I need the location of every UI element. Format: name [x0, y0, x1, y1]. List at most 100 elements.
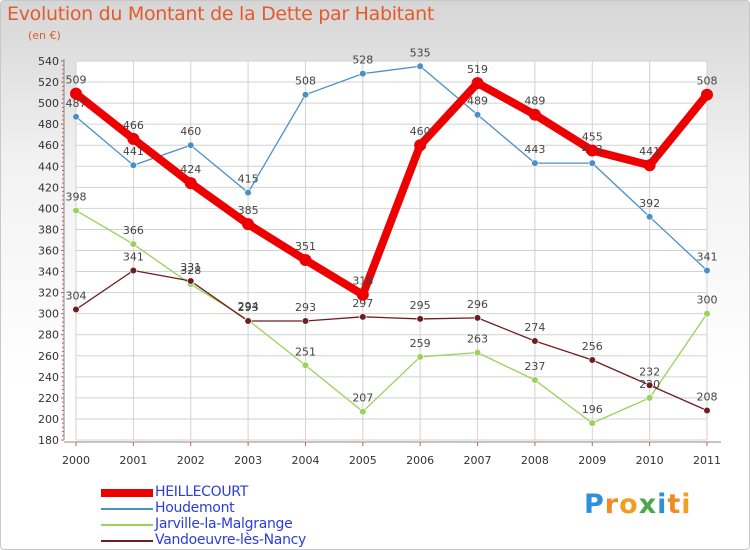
data-point	[129, 266, 137, 275]
data-label: 519	[467, 63, 488, 76]
data-label: 489	[524, 95, 545, 108]
data-point	[301, 91, 310, 99]
x-tick-label: 2010	[636, 454, 664, 467]
y-tick-label: 360	[38, 245, 59, 258]
data-label: 207	[352, 392, 373, 405]
data-label: 256	[582, 340, 603, 353]
x-tick-label: 2005	[349, 454, 377, 467]
legend-swatch	[101, 524, 153, 526]
series-line-heillecourt	[72, 79, 711, 299]
data-label: 441	[639, 145, 660, 158]
y-tick-label: 280	[38, 329, 59, 342]
data-point	[187, 277, 195, 285]
data-label: 296	[467, 298, 488, 311]
data-label: 259	[410, 337, 431, 350]
data-label: 460	[410, 125, 431, 138]
logo-letter: i	[657, 489, 668, 520]
data-point	[184, 177, 197, 190]
x-tick-label: 2003	[234, 454, 262, 467]
data-label: 509	[66, 74, 87, 87]
y-tick-label: 220	[38, 392, 59, 405]
data-point	[301, 317, 310, 325]
data-label: 318	[352, 275, 373, 288]
data-label: 293	[238, 301, 259, 314]
data-label: 385	[238, 204, 259, 217]
data-point	[586, 144, 599, 157]
legend-swatch	[101, 508, 153, 510]
legend-label: Jarville-la-Malgrange	[155, 516, 293, 532]
data-point	[129, 161, 137, 169]
data-point	[416, 353, 424, 361]
logo-letter: t	[667, 489, 682, 520]
chart-title: Evolution du Montant de la Dette par Hab…	[7, 3, 435, 25]
y-tick-label: 520	[38, 76, 59, 89]
data-label: 415	[238, 173, 259, 186]
data-label: 341	[697, 251, 718, 264]
data-point	[359, 313, 367, 321]
data-label: 232	[639, 365, 660, 378]
data-label: 251	[295, 345, 316, 358]
data-point	[473, 349, 482, 357]
legend-swatch	[101, 489, 153, 497]
data-point	[359, 70, 367, 78]
data-point	[471, 77, 484, 90]
data-label: 294	[238, 300, 259, 313]
data-point	[646, 394, 654, 402]
data-point	[646, 213, 654, 221]
data-point	[531, 337, 539, 345]
data-label: 392	[639, 197, 660, 210]
data-label: 263	[467, 333, 488, 346]
data-point	[359, 407, 367, 416]
data-point	[70, 87, 82, 100]
y-tick-label: 380	[38, 223, 59, 236]
data-label: 297	[352, 297, 373, 310]
data-point	[528, 108, 541, 121]
data-point	[646, 381, 654, 389]
y-tick-label: 180	[38, 434, 59, 447]
data-point	[643, 159, 656, 172]
data-label: 398	[66, 190, 87, 203]
y-tick-label: 540	[38, 55, 59, 68]
data-point	[703, 266, 711, 275]
data-point	[129, 240, 137, 248]
data-point	[588, 419, 596, 427]
data-label: 351	[295, 240, 316, 253]
y-tick-label: 440	[38, 160, 59, 173]
legend-swatch	[101, 540, 153, 542]
data-label: 508	[295, 75, 316, 88]
data-label: 208	[697, 391, 718, 404]
x-tick-label: 2004	[291, 454, 319, 467]
data-point	[416, 62, 424, 70]
series-line-vandoeuvre-l-s-nancy	[75, 269, 708, 412]
data-point	[72, 113, 80, 121]
data-point	[244, 317, 252, 325]
y-tick-label: 420	[38, 181, 59, 194]
data-point	[299, 253, 312, 266]
data-label: 443	[524, 143, 545, 156]
data-point	[301, 361, 310, 369]
data-label: 441	[123, 145, 144, 158]
y-tick-label: 240	[38, 371, 59, 384]
chart-subtitle: (en €)	[28, 29, 61, 42]
x-tick-label: 2002	[177, 454, 205, 467]
data-label: 196	[582, 403, 603, 416]
data-point	[416, 315, 424, 323]
data-point	[127, 132, 140, 145]
data-label: 293	[295, 301, 316, 314]
data-label: 460	[180, 125, 201, 138]
data-point	[531, 376, 539, 384]
data-point	[244, 188, 252, 197]
y-tick-label: 200	[38, 413, 59, 426]
logo-letter: o	[619, 489, 639, 520]
data-point	[588, 356, 596, 364]
data-label: 274	[524, 321, 545, 334]
y-tick-label: 500	[38, 97, 59, 110]
data-point	[187, 141, 195, 149]
proxiti-logo: Proxiti	[584, 489, 692, 520]
legend-label: HEILLECOURT	[155, 484, 248, 500]
x-tick-label: 2000	[62, 454, 90, 467]
logo-letter: i	[681, 489, 692, 520]
data-label: 535	[410, 46, 431, 59]
